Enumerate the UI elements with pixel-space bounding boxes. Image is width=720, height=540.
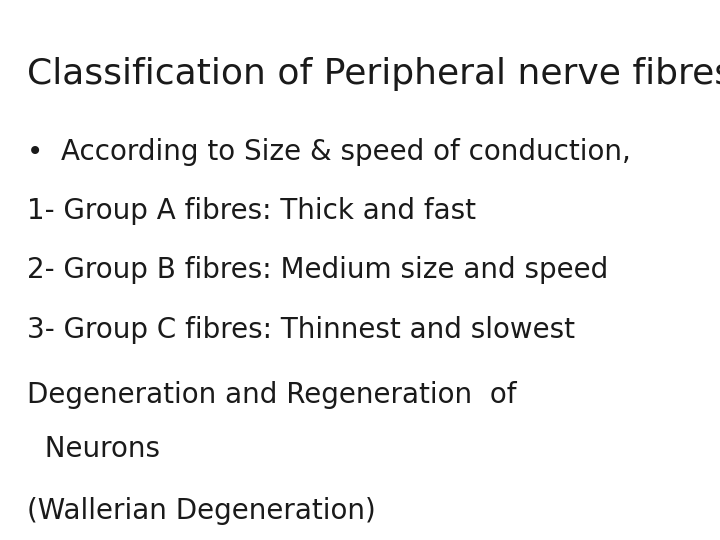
Text: 3- Group C fibres: Thinnest and slowest: 3- Group C fibres: Thinnest and slowest — [27, 316, 575, 344]
Text: 2- Group B fibres: Medium size and speed: 2- Group B fibres: Medium size and speed — [27, 256, 608, 285]
Text: •  According to Size & speed of conduction,: • According to Size & speed of conductio… — [27, 138, 631, 166]
Text: 1- Group A fibres: Thick and fast: 1- Group A fibres: Thick and fast — [27, 197, 477, 225]
Text: (Wallerian Degeneration): (Wallerian Degeneration) — [27, 497, 376, 525]
Text: Neurons: Neurons — [27, 435, 161, 463]
Text: Degeneration and Regeneration  of: Degeneration and Regeneration of — [27, 381, 517, 409]
Text: Classification of Peripheral nerve fibres: Classification of Peripheral nerve fibre… — [27, 57, 720, 91]
